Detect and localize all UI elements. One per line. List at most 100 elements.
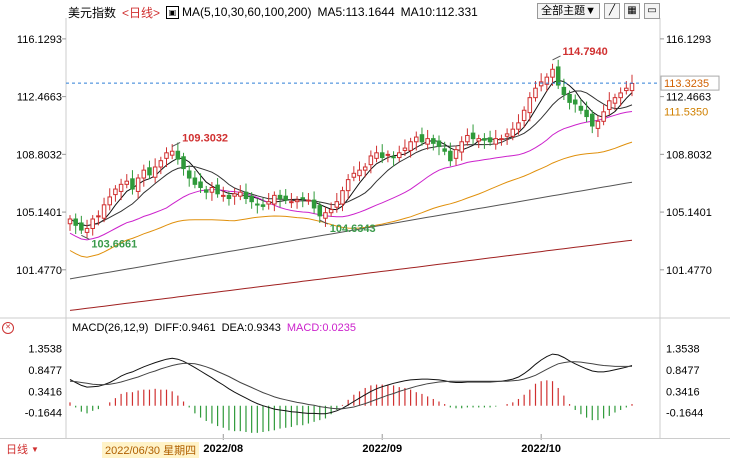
macd-left-tick: -0.1644 bbox=[25, 408, 62, 420]
candle-body bbox=[516, 122, 521, 130]
ma5-line bbox=[69, 79, 633, 227]
candle-body bbox=[147, 167, 152, 176]
candle-body bbox=[266, 201, 271, 205]
annotations: 114.7940 109.3032 104.6343 103.6661 bbox=[66, 46, 660, 250]
ma-icon: ▣ bbox=[166, 5, 180, 19]
zoom-out-icon[interactable]: ▭ bbox=[644, 3, 660, 19]
candle-body bbox=[578, 105, 584, 111]
candle-body bbox=[624, 87, 629, 92]
topic-button[interactable]: 全部主题▼ bbox=[537, 3, 600, 19]
candle-body bbox=[107, 196, 112, 206]
candle-body bbox=[169, 150, 175, 156]
candle-body bbox=[181, 156, 186, 170]
candle-body bbox=[130, 178, 135, 190]
date-axis: 2022/08 2022/09 2022/10 bbox=[203, 434, 561, 455]
candle-body bbox=[232, 193, 237, 197]
candle-body bbox=[135, 177, 141, 192]
right-tick-label: 116.1293 bbox=[666, 34, 711, 46]
left-low-label-pointer bbox=[81, 234, 90, 240]
mid-low-label: 104.6343 bbox=[330, 223, 376, 235]
macd-left-tick: 0.8477 bbox=[28, 365, 62, 377]
symbol-name: 美元指数 bbox=[68, 5, 117, 20]
ma-price-label: 111.5350 bbox=[664, 106, 708, 118]
candle-body bbox=[453, 149, 459, 159]
candle-body bbox=[487, 137, 493, 143]
macd-dea-value: DEA:0.9343 bbox=[221, 322, 281, 334]
candle-body bbox=[555, 66, 561, 86]
candlesticks bbox=[67, 59, 635, 238]
left-tick-label: 101.4770 bbox=[16, 265, 62, 277]
candle-body bbox=[152, 166, 158, 178]
candle-body bbox=[470, 132, 476, 140]
candle-body bbox=[561, 86, 567, 95]
candle-body bbox=[306, 199, 311, 202]
candle-body bbox=[67, 218, 73, 225]
price-axis: 116.1293 116.1293 112.4663 112.4663 108.8032… bbox=[16, 34, 720, 277]
candle-body bbox=[618, 92, 623, 99]
candle-body bbox=[414, 136, 419, 143]
candle-body bbox=[243, 191, 249, 200]
settings-icon[interactable]: ✕ bbox=[2, 322, 14, 334]
macd-left-tick: 0.3416 bbox=[28, 386, 62, 398]
candle-body bbox=[442, 148, 447, 152]
candle-body bbox=[425, 138, 430, 145]
candle-body bbox=[209, 186, 215, 193]
candle-body bbox=[448, 150, 453, 162]
candle-body bbox=[113, 188, 118, 196]
candle-body bbox=[607, 100, 612, 110]
chart-header: 美元指数 <日线> ▣ MA(5,10,30,60,100,200) MA5:1… bbox=[0, 3, 484, 21]
candle-body bbox=[567, 94, 572, 103]
candle-body bbox=[550, 68, 555, 78]
ma60-line bbox=[69, 141, 633, 258]
draw-line-icon[interactable]: ╱ bbox=[604, 3, 620, 19]
candle-body bbox=[226, 194, 232, 200]
right-tick-label: 101.4770 bbox=[666, 265, 712, 277]
candle-body bbox=[482, 138, 487, 141]
period-selector[interactable]: <日线> bbox=[122, 5, 161, 20]
candle-body bbox=[311, 199, 317, 209]
candle-body bbox=[504, 133, 510, 137]
period-tab[interactable]: 日线 bbox=[6, 444, 28, 456]
grid-icon[interactable]: ▦ bbox=[624, 3, 640, 19]
ma100-line bbox=[69, 181, 633, 280]
candle-body bbox=[79, 222, 84, 231]
candle-body bbox=[465, 134, 470, 143]
chart-controls: 全部主题▼ ╱ ▦ ▭ bbox=[537, 3, 660, 19]
candle-body bbox=[476, 138, 481, 142]
macd-left-tick: 1.3538 bbox=[28, 343, 62, 355]
candle-body bbox=[396, 152, 402, 159]
candle-body bbox=[572, 99, 578, 105]
candle-body bbox=[368, 155, 374, 166]
candle-body bbox=[73, 218, 78, 226]
candle-body bbox=[175, 150, 181, 160]
candle-body bbox=[510, 128, 516, 137]
macd-parameters[interactable]: MACD(26,12,9) bbox=[72, 322, 149, 334]
candle-body bbox=[629, 82, 635, 92]
left-tick-label: 116.1293 bbox=[17, 34, 62, 46]
current-price-box bbox=[660, 75, 720, 91]
candle-body bbox=[431, 138, 436, 144]
date-tick-label: 2022/10 bbox=[521, 443, 561, 455]
candle-body bbox=[345, 179, 351, 192]
candle-body bbox=[402, 147, 408, 151]
candle-body bbox=[493, 138, 499, 145]
candle-body bbox=[96, 215, 101, 218]
ma5-value: MA5:113.1644 bbox=[317, 5, 395, 19]
ma-parameters[interactable]: MA(5,10,30,60,100,200) bbox=[182, 5, 312, 19]
candle-body bbox=[527, 97, 533, 114]
macd-panel: 1.3538 1.3538 0.8477 0.8477 0.3416 0.3416 -0.1… bbox=[25, 343, 703, 433]
candle-body bbox=[84, 227, 90, 233]
caret-down-icon[interactable]: ▼ bbox=[31, 444, 39, 454]
candle-body bbox=[203, 189, 209, 193]
left-high-label-pointer bbox=[171, 142, 181, 147]
candle-body bbox=[419, 134, 425, 143]
candle-body bbox=[521, 109, 527, 122]
left-tick-label: 112.4663 bbox=[17, 92, 62, 104]
candle-body bbox=[436, 140, 442, 148]
candle-body bbox=[294, 199, 300, 203]
candle-body bbox=[544, 76, 550, 85]
right-tick-label: 108.8032 bbox=[666, 149, 712, 161]
candle-body bbox=[328, 209, 334, 214]
left-tick-label: 108.8032 bbox=[16, 149, 62, 161]
